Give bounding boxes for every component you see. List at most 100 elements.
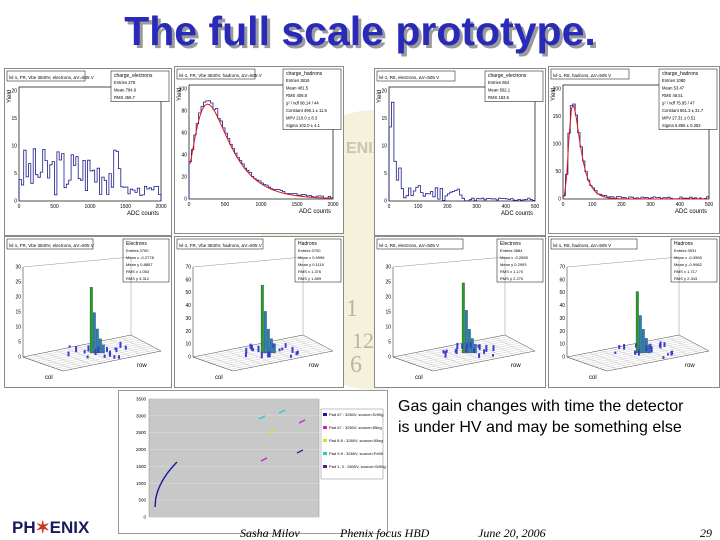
lego-grid-line [586, 342, 695, 365]
lego-grid-line [482, 339, 515, 356]
stats-line: Mean y -0.9982 [674, 262, 703, 267]
stats-title: Hadrons [298, 241, 317, 247]
lego-noise-bar [465, 345, 468, 353]
lego-ztick: 30 [185, 316, 191, 322]
lego-noise-bar [477, 344, 480, 348]
lego-plot-1: lvl-1, FR, Vbe 3840V, hadrons, ΔV=505 V H… [176, 238, 342, 381]
hist-xtick: 1500 [120, 204, 131, 210]
lego-noise-bar [662, 356, 665, 359]
lego-grid-line [224, 347, 328, 369]
gain-series-segment [296, 449, 304, 454]
hist-ytick: 100 [179, 87, 188, 93]
lego-noise-bar [118, 355, 121, 359]
stats-line: Entries 3684 [500, 248, 523, 253]
lego-noise-bar [671, 350, 674, 355]
lego-noise-bar [623, 343, 626, 350]
lego-axis-label: col [415, 375, 423, 381]
gain-plot-area [148, 398, 320, 518]
gain-series-segment [278, 409, 286, 414]
stats-line: Mean y 0.8857 [126, 262, 153, 267]
lego-ztick: 70 [185, 265, 191, 271]
hist-ytick: 15 [381, 116, 387, 122]
watermark-digit: 12 [352, 328, 374, 353]
gain-legend-box [320, 408, 384, 480]
hist-xtick: 0 [188, 202, 191, 208]
hist-header-box [176, 68, 256, 80]
hist-ytick: 100 [553, 142, 562, 148]
hist-xtick: 300 [472, 204, 481, 210]
lego-ztick: 10 [559, 342, 565, 348]
lego-noise-bar [485, 344, 488, 352]
stats-line: χ² / ndf 75.95 / 47 [662, 101, 695, 106]
lego-noise-bar [461, 343, 464, 349]
footer-event: Phenix focus HBD [340, 526, 430, 540]
lego-ztick: 0 [18, 355, 21, 361]
hist-ytick: 60 [181, 131, 187, 137]
hist-plot-3: lvl-1, R8, hadrons, ΔV=505 V200150100500… [550, 68, 718, 215]
stats-line: Mean x 0.0996 [298, 255, 325, 260]
lego-grid-line [50, 346, 153, 367]
lego-noise-bar [113, 355, 116, 359]
lego-noise-bar [649, 343, 652, 350]
hist-ytick: 20 [381, 89, 387, 95]
hist-xtick: 200 [617, 202, 626, 208]
hist-xlabel: ADC counts [675, 209, 707, 215]
page-number: 29 [700, 526, 712, 540]
lego-grid-line [420, 346, 527, 367]
lego-header-box [550, 238, 638, 250]
lego-header: lvl-1, R8, hadrons, ΔV=505 V [553, 243, 611, 248]
footer-date: June 20, 2006 [478, 526, 546, 540]
stats-line: Mean x -0.2778 [126, 255, 155, 260]
hist-bars [188, 100, 334, 199]
lego-noise-bar [245, 347, 248, 354]
lego-ztick: 0 [388, 355, 391, 361]
lego-peak-bar [638, 315, 642, 354]
lego-peak-bar [98, 338, 102, 354]
lego-axis-label: col [589, 375, 597, 381]
hist-xtick: 2000 [327, 202, 338, 208]
lego-noise-bar [67, 351, 70, 357]
gain-legend-swatch [323, 452, 327, 455]
lego-ztick: 30 [559, 316, 565, 322]
lego-noise-bar [469, 342, 472, 348]
lego-noise-bar [466, 343, 469, 348]
lego-axis [192, 267, 234, 372]
stats-line: Sigma 102.0 ± 4.1 [286, 123, 321, 128]
hist-header-box [550, 68, 630, 80]
lego-noise-bar [454, 349, 457, 353]
hist-xtick: 500 [50, 204, 59, 210]
hist-xtick: 200 [443, 204, 452, 210]
hist-xtick: 500 [221, 202, 230, 208]
stats-line: Mean 562.1 [488, 88, 511, 93]
lego-noise-bar [658, 343, 661, 348]
hist-header: lvl-1, R8, electrons, ΔV=505 V [379, 75, 439, 80]
lego-grid-line [228, 349, 331, 370]
lego-ztick: 25 [15, 280, 21, 286]
lego-grid-line [54, 347, 156, 369]
lego-noise-bar [483, 349, 486, 354]
hist-header-box [6, 70, 86, 82]
lego-peak-bar [467, 329, 471, 354]
gain-ytick: 500 [138, 498, 146, 503]
lego-axis-label: col [215, 375, 223, 381]
gain-description: Gas gain changes with time the detector … [398, 398, 684, 436]
gain-legend-entry: Pad 67 : 3260V, source=55eg [329, 425, 382, 430]
hist-fit-curve [189, 103, 332, 199]
lego-ztick: 10 [185, 342, 191, 348]
stats-title: charge_electrons [488, 73, 527, 79]
lego-noise-bar [284, 343, 287, 348]
lego-back [192, 256, 304, 335]
lego-peak-bar [92, 312, 96, 354]
lego-plot-0: lvl-1, FR, Vbe 3840V, electrons, ΔV=505 … [6, 238, 170, 381]
footer-author: Sasha Milov [240, 526, 300, 540]
hist-ytick: 0 [384, 199, 387, 205]
hist-ylabel: Yield [551, 88, 557, 101]
stats-line: Entries 276 [114, 80, 136, 85]
lego-peak-bar [641, 329, 645, 354]
hist-ytick: 50 [555, 169, 561, 175]
stats-line: Entries 654 [488, 80, 510, 85]
lego-noise-bar [250, 347, 253, 351]
stats-line: RMS x 1.170 [500, 269, 524, 274]
stats-line: Constant 561.3 ± 31.7 [662, 108, 704, 113]
hist-xtick: 0 [18, 204, 21, 210]
